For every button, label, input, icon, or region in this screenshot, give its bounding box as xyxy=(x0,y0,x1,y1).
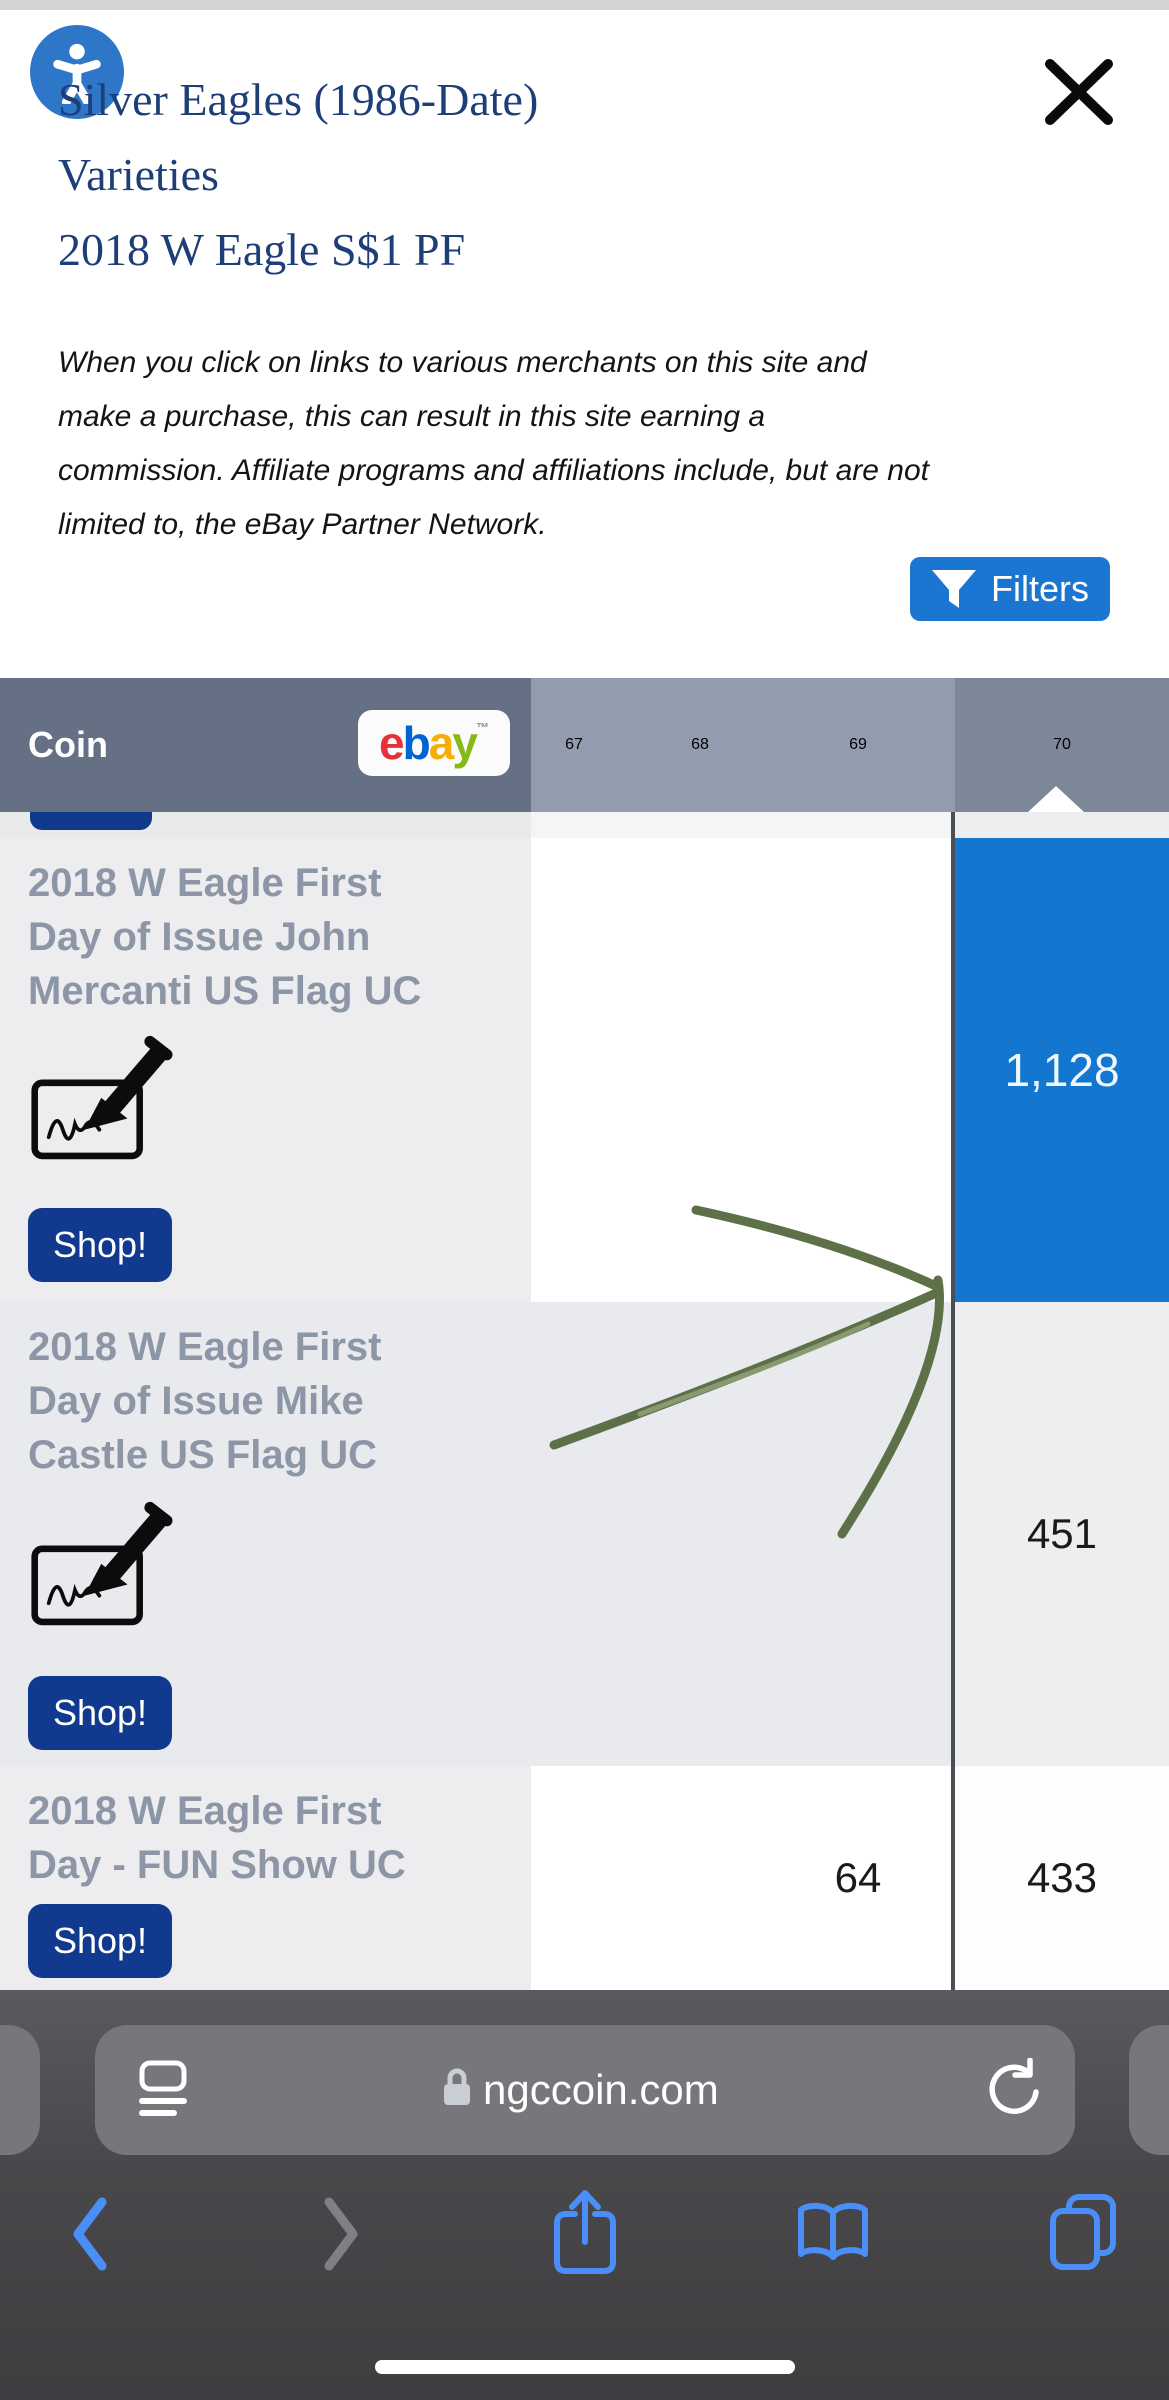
status-bar-strip xyxy=(0,0,1169,10)
page-layout-icon[interactable] xyxy=(139,2060,187,2116)
scrolled-row-remnant xyxy=(955,812,1169,838)
bookmarks-icon[interactable] xyxy=(794,2200,872,2266)
population-count: 451 xyxy=(1026,1510,1098,1557)
column-header-68[interactable]: 68 xyxy=(691,736,709,753)
coin-column-header: Coin xyxy=(28,724,108,765)
disclaimer-line: commission. Affiliate programs and affil… xyxy=(58,454,929,487)
table-row-cell-grades xyxy=(531,838,951,1302)
table-header-grades xyxy=(531,678,955,812)
next-tab-stub[interactable] xyxy=(1129,2025,1169,2155)
share-icon[interactable] xyxy=(551,2186,619,2278)
coin-name-link[interactable]: 2018 W Eagle First Day of Issue Mike Cas… xyxy=(28,1325,382,1477)
accessibility-person-icon xyxy=(53,43,101,104)
url-text[interactable]: ngccoin.com xyxy=(483,2066,719,2113)
home-indicator[interactable] xyxy=(375,2360,795,2374)
shop-button[interactable]: Shop! xyxy=(28,1676,172,1750)
accessibility-widget-button[interactable] xyxy=(30,25,124,119)
funnel-icon xyxy=(932,570,976,608)
sort-indicator-triangle xyxy=(1028,786,1084,812)
shop-button[interactable]: Shop! xyxy=(28,1208,172,1282)
signature-label-icon xyxy=(31,1501,173,1626)
title-line-2: Varieties xyxy=(58,149,219,200)
ebay-letter-e: e xyxy=(379,717,405,769)
population-count: 433 xyxy=(1026,1854,1098,1901)
column-header-70[interactable]: 70 xyxy=(1053,736,1071,753)
lock-icon xyxy=(444,2068,470,2105)
coin-name-link[interactable]: 2018 W Eagle First Day - FUN Show UC xyxy=(28,1789,406,1887)
filters-label: Filters xyxy=(991,568,1089,609)
column-header-69[interactable]: 69 xyxy=(849,736,867,753)
table-row-cell-grades xyxy=(531,1766,951,1990)
ebay-trademark: ™ xyxy=(475,720,489,735)
back-icon[interactable] xyxy=(71,2196,111,2272)
grade-70-value-highlighted[interactable]: 1,128 xyxy=(955,838,1169,1302)
grade-70-column-divider xyxy=(951,812,955,1990)
page-title: Silver Eagles (1986-Date) Varieties 2018… xyxy=(58,62,958,287)
previous-tab-stub[interactable] xyxy=(0,2025,40,2155)
population-count: 1,128 xyxy=(1004,1044,1120,1096)
ebay-letter-a: a xyxy=(428,717,455,769)
partial-shop-button[interactable] xyxy=(30,812,152,830)
title-line-3: 2018 W Eagle S$1 PF xyxy=(58,224,466,275)
filters-button[interactable]: Filters xyxy=(910,557,1110,621)
grade-70-value: 433 xyxy=(955,1766,1169,1990)
reload-icon[interactable] xyxy=(982,2058,1046,2122)
close-icon[interactable] xyxy=(1044,58,1114,126)
grade-70-value: 451 xyxy=(955,1302,1169,1766)
grade-69-value: 64 xyxy=(778,1766,938,1990)
disclaimer-line: When you click on links to various merch… xyxy=(58,346,867,379)
disclaimer-line: make a purchase, this can result in this… xyxy=(58,400,766,433)
scrolled-row-remnant xyxy=(531,812,955,838)
shop-button[interactable]: Shop! xyxy=(28,1904,172,1978)
title-line-1: Silver Eagles (1986-Date) xyxy=(58,74,539,125)
population-count: 64 xyxy=(834,1854,882,1901)
disclaimer-line: limited to, the eBay Partner Network. xyxy=(58,508,547,541)
coin-name-link[interactable]: 2018 W Eagle First Day of Issue John Mer… xyxy=(28,861,422,1013)
signature-label-icon xyxy=(31,1035,173,1160)
affiliate-disclaimer: When you click on links to various merch… xyxy=(58,336,1128,552)
forward-icon[interactable] xyxy=(320,2196,360,2272)
ebay-logo-badge[interactable]: e b a y ™ xyxy=(358,710,510,776)
address-bar[interactable] xyxy=(95,2025,1075,2155)
tabs-icon[interactable] xyxy=(1046,2192,1120,2270)
ebay-letter-y: y xyxy=(452,717,478,769)
ebay-letter-b: b xyxy=(402,717,431,769)
column-header-67[interactable]: 67 xyxy=(565,736,583,753)
